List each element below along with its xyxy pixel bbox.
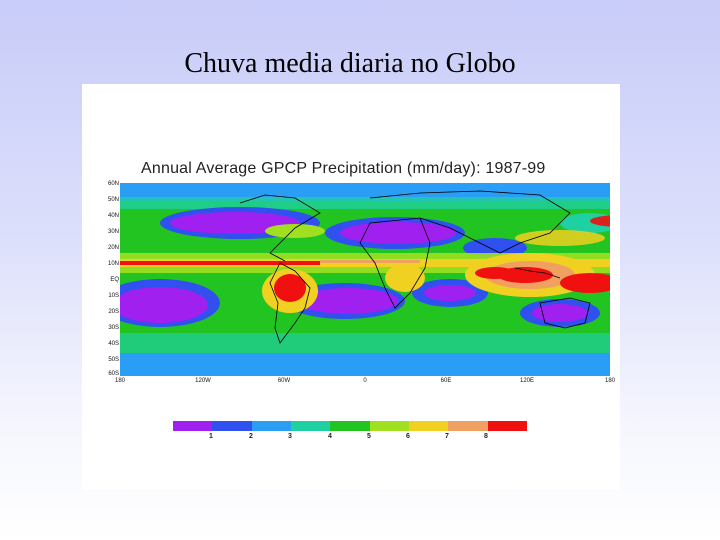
africa-coast bbox=[359, 217, 431, 309]
precipitation-map-svg bbox=[120, 183, 610, 376]
dry-zone-indian bbox=[424, 285, 476, 301]
lat-label-30n: 30N bbox=[107, 229, 119, 235]
gulf-stream-band bbox=[265, 224, 325, 238]
colorbar-segment-1 bbox=[212, 421, 252, 431]
lat-label-eq: EQ bbox=[110, 277, 119, 283]
dry-zone-australia bbox=[532, 304, 588, 322]
colorbar-label-3: 3 bbox=[288, 433, 292, 440]
colorbar-label-6: 6 bbox=[406, 433, 410, 440]
npacific-east-core bbox=[590, 215, 610, 227]
lon-label-60w: 60W bbox=[277, 378, 291, 384]
colorbar-segment-8 bbox=[487, 421, 527, 431]
eurasia-coast bbox=[369, 190, 571, 254]
dry-zone-spacific bbox=[120, 287, 208, 323]
precipitation-map bbox=[120, 183, 610, 376]
itcz-core-pacific bbox=[120, 261, 320, 265]
north-high-lat-band bbox=[120, 183, 610, 201]
colorbar bbox=[173, 421, 527, 431]
lat-label-60s: 60S bbox=[108, 371, 119, 377]
australia-coast bbox=[539, 297, 591, 329]
colorbar-segment-5 bbox=[369, 421, 409, 431]
lon-label-120w: 120W bbox=[195, 378, 211, 384]
coastlines bbox=[239, 190, 591, 344]
colorbar-segment-7 bbox=[448, 421, 488, 431]
colorbar-label-4: 4 bbox=[328, 433, 332, 440]
colorbar-segment-6 bbox=[408, 421, 449, 431]
lat-label-30s: 30S bbox=[108, 325, 119, 331]
indian-monsoon-core bbox=[475, 267, 515, 279]
colorbar-segment-2 bbox=[251, 421, 291, 431]
lat-label-40s: 40S bbox=[108, 341, 119, 347]
south-storm-track bbox=[120, 333, 610, 353]
lat-label-60n: 60N bbox=[107, 181, 119, 187]
lon-label-180-west: 180 bbox=[114, 378, 125, 384]
spcz-core bbox=[560, 273, 610, 293]
figure-title: Annual Average GPCP Precipitation (mm/da… bbox=[141, 160, 546, 177]
colorbar-segment-3 bbox=[290, 421, 331, 431]
kuroshio-band bbox=[515, 230, 605, 246]
lat-label-10n: 10N bbox=[107, 261, 119, 267]
indonesia-coast bbox=[514, 267, 561, 279]
lon-label-0: 0 bbox=[363, 378, 367, 384]
south-america-coast bbox=[269, 262, 311, 344]
lat-label-20n: 20N bbox=[107, 245, 119, 251]
lat-label-50s: 50S bbox=[108, 357, 119, 363]
dry-zone-satlantic bbox=[298, 288, 398, 314]
itcz-core-atlantic bbox=[320, 260, 420, 263]
south-high-lat-band bbox=[120, 353, 610, 376]
lat-label-40n: 40N bbox=[107, 213, 119, 219]
amazon-wet-core bbox=[274, 274, 306, 302]
lon-label-60e: 60E bbox=[440, 378, 452, 384]
colorbar-segment-0 bbox=[173, 421, 213, 431]
colorbar-segment-4 bbox=[330, 421, 370, 431]
lon-label-180-east: 180 bbox=[604, 378, 615, 384]
lat-label-50n: 50N bbox=[107, 197, 119, 203]
dry-zone-sahara bbox=[340, 222, 456, 244]
slide-title: Chuva media diaria no Globo bbox=[184, 48, 516, 79]
colorbar-label-8: 8 bbox=[484, 433, 488, 440]
lat-label-20s: 20S bbox=[108, 309, 119, 315]
north-storm-track bbox=[120, 197, 610, 209]
lat-label-10s: 10S bbox=[108, 293, 119, 299]
colorbar-label-2: 2 bbox=[249, 433, 253, 440]
colorbar-label-7: 7 bbox=[445, 433, 449, 440]
north-america-coast bbox=[239, 194, 321, 262]
colorbar-label-1: 1 bbox=[209, 433, 213, 440]
colorbar-label-5: 5 bbox=[367, 433, 371, 440]
lon-label-120e: 120E bbox=[519, 378, 534, 384]
